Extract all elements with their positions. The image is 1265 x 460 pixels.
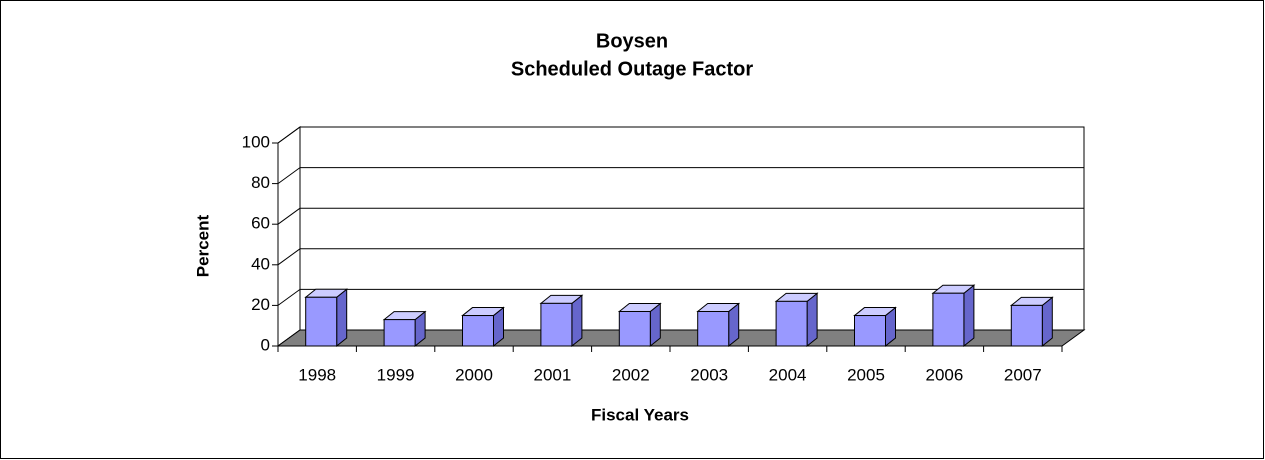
bar: [697, 310, 730, 347]
bar: [383, 319, 416, 347]
y-axis-label: Percent: [193, 214, 212, 277]
side-grid-line: [277, 207, 301, 225]
side-grid-line: [277, 126, 301, 144]
x-tick-label: 1999: [377, 365, 415, 384]
y-tick-label: 0: [261, 335, 270, 354]
bar: [854, 315, 886, 347]
x-tick-label: 2001: [533, 365, 571, 384]
x-tick-label: 1998: [298, 365, 336, 384]
bar-side: [806, 292, 818, 348]
x-tick-label: 2000: [455, 365, 493, 384]
x-tick-label: 2007: [1004, 365, 1042, 384]
bar-side: [963, 284, 975, 348]
side-wall: [277, 126, 301, 347]
bar-side: [571, 294, 583, 348]
bar: [775, 300, 808, 347]
bar: [540, 302, 573, 347]
bar: [932, 292, 965, 347]
side-grid-line: [277, 167, 301, 185]
y-tick-label: 60: [251, 214, 270, 233]
y-tick-label: 20: [251, 295, 270, 314]
x-tick-label: 2003: [690, 365, 728, 384]
chart-subtitle: Scheduled Outage Factor: [511, 58, 753, 80]
y-tick-label: 80: [251, 173, 270, 192]
x-tick-label: 2005: [847, 365, 885, 384]
bar-side: [336, 288, 348, 348]
chart-title: Boysen: [596, 30, 668, 52]
x-tick-label: 2006: [925, 365, 963, 384]
x-tick-label: 2002: [612, 365, 650, 384]
bar: [1010, 304, 1043, 347]
bar: [305, 296, 338, 347]
y-tick-label: 40: [251, 254, 270, 273]
bar: [462, 315, 494, 347]
bar: [618, 310, 651, 347]
x-axis-label: Fiscal Years: [591, 405, 689, 424]
side-grid-line: [277, 248, 301, 266]
y-tick-label: 100: [242, 132, 270, 151]
x-tick-label: 2004: [769, 365, 807, 384]
side-grid-line: [277, 288, 301, 306]
